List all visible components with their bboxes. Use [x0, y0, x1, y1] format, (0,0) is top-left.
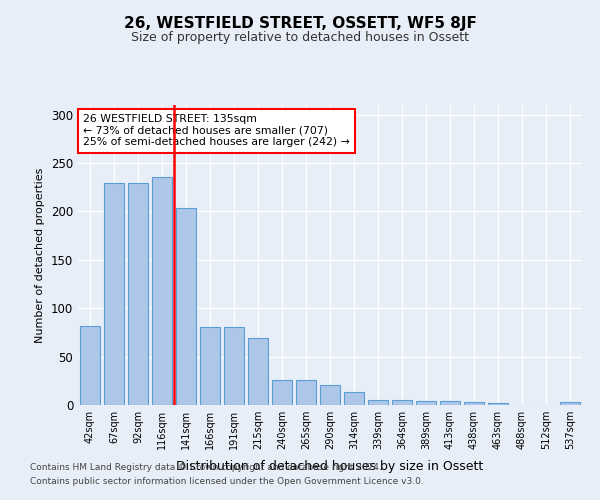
Bar [488, 403, 508, 405]
Bar [80, 326, 100, 405]
Text: 26 WESTFIELD STREET: 135sqm
← 73% of detached houses are smaller (707)
25% of se: 26 WESTFIELD STREET: 135sqm ← 73% of det… [83, 114, 350, 147]
Bar [560, 402, 580, 405]
Bar [296, 380, 316, 405]
Bar [248, 338, 268, 405]
Bar [104, 184, 124, 405]
Bar [128, 184, 148, 405]
Bar [416, 401, 436, 405]
Bar [272, 380, 292, 405]
Text: Contains public sector information licensed under the Open Government Licence v3: Contains public sector information licen… [30, 478, 424, 486]
Bar [368, 400, 388, 405]
Bar [224, 326, 244, 405]
Bar [320, 384, 340, 405]
Text: Size of property relative to detached houses in Ossett: Size of property relative to detached ho… [131, 31, 469, 44]
Text: Contains HM Land Registry data © Crown copyright and database right 2024.: Contains HM Land Registry data © Crown c… [30, 462, 382, 471]
Bar [152, 176, 172, 405]
Y-axis label: Number of detached properties: Number of detached properties [35, 168, 46, 342]
Bar [176, 208, 196, 405]
Bar [440, 401, 460, 405]
X-axis label: Distribution of detached houses by size in Ossett: Distribution of detached houses by size … [176, 460, 484, 473]
Bar [464, 402, 484, 405]
Bar [344, 392, 364, 405]
Bar [392, 400, 412, 405]
Text: 26, WESTFIELD STREET, OSSETT, WF5 8JF: 26, WESTFIELD STREET, OSSETT, WF5 8JF [124, 16, 476, 31]
Bar [200, 326, 220, 405]
